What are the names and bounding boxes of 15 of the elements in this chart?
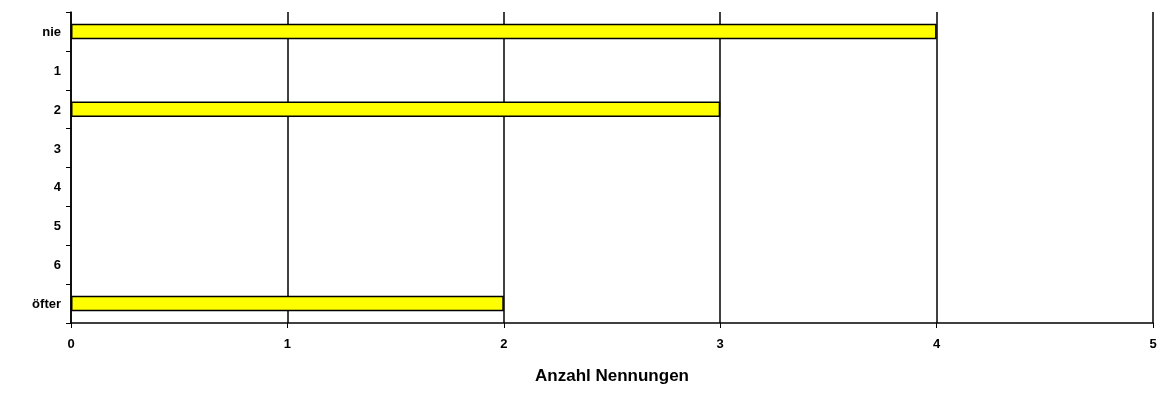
x-tick-label: 1 — [283, 336, 292, 351]
y-tick-label: 6 — [53, 257, 61, 273]
y-tick-label: 4 — [53, 179, 62, 195]
x-tick-label: 2 — [500, 336, 508, 351]
y-tick-label: 3 — [53, 140, 61, 156]
y-tick-label: 2 — [53, 101, 61, 117]
y-tick-label: 5 — [53, 218, 61, 234]
y-tick-label: öfter — [32, 296, 61, 312]
x-axis-title: Anzahl Nennungen — [535, 366, 689, 385]
y-tick-label: 1 — [53, 62, 61, 78]
x-tick-label: 5 — [1149, 336, 1157, 351]
x-tick-label: 3 — [716, 336, 724, 351]
x-tick-label: 0 — [67, 336, 75, 351]
x-tick-label: 4 — [932, 336, 941, 351]
y-tick-label: nie — [42, 23, 61, 39]
